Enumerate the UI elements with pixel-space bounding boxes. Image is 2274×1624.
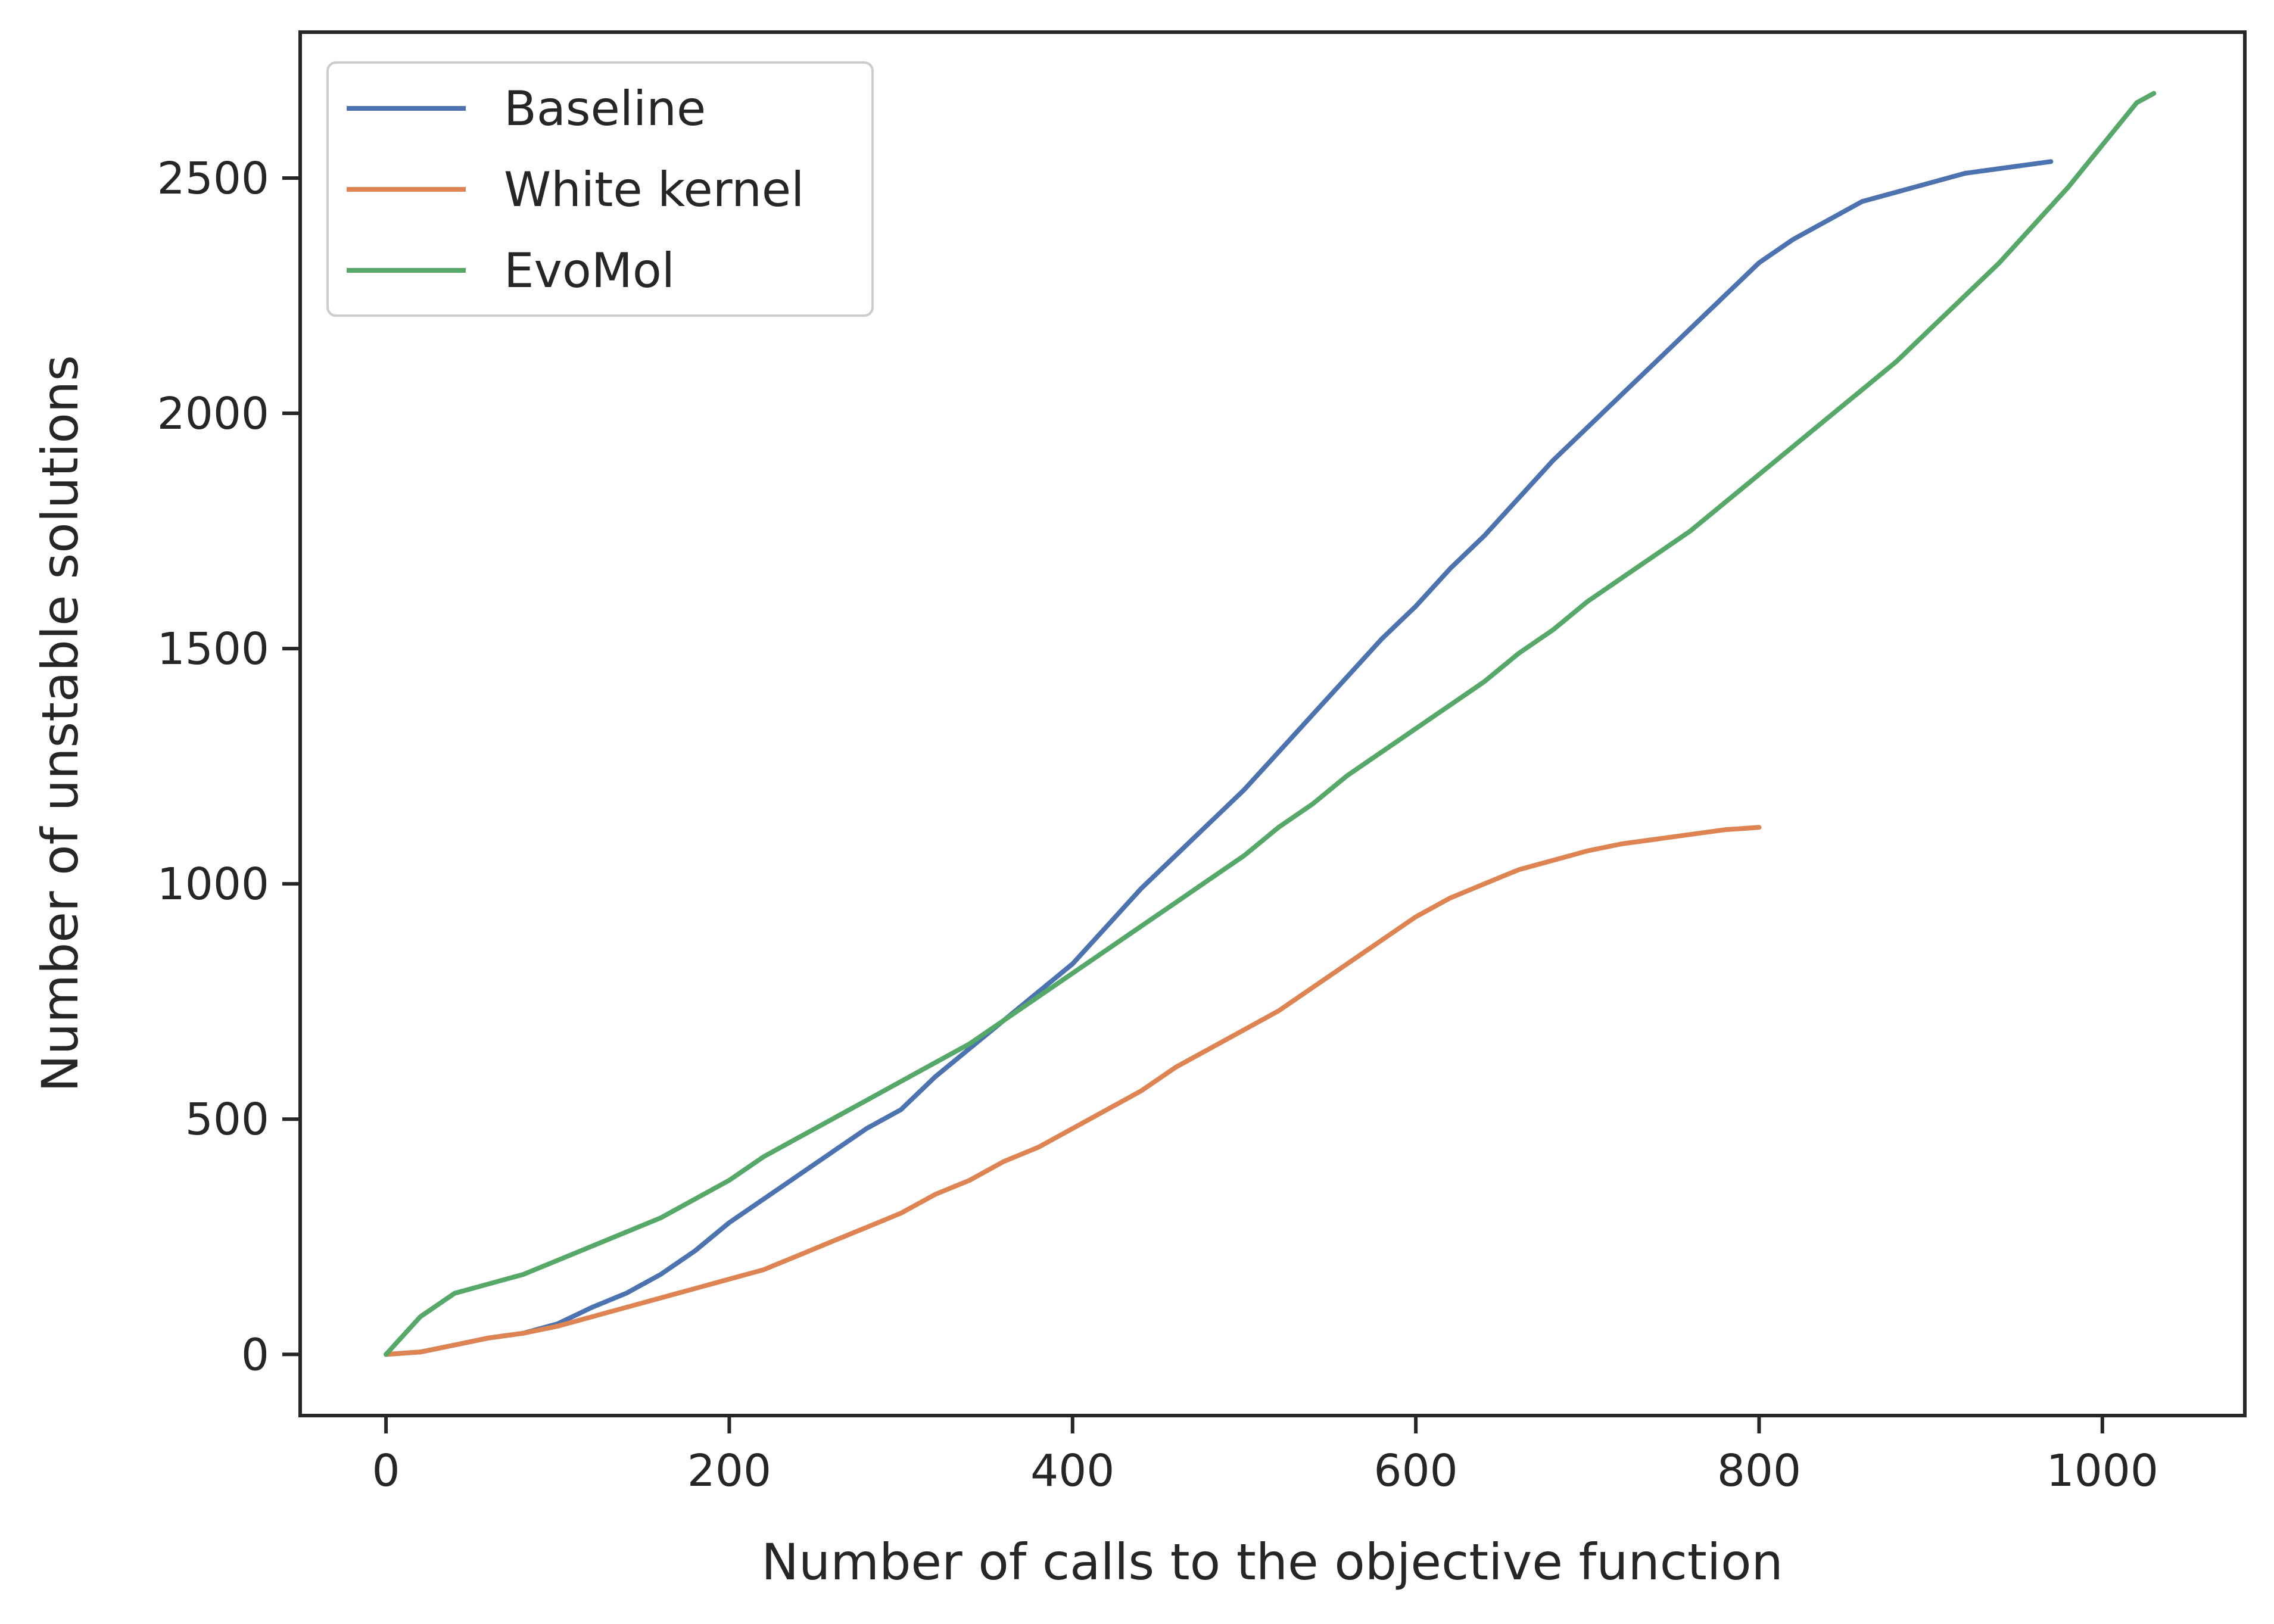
x-tick-label: 1000 (2046, 1445, 2158, 1497)
x-tick-label: 400 (1030, 1445, 1114, 1497)
x-tick-label: 0 (372, 1445, 400, 1497)
y-tick-label: 1500 (157, 624, 269, 675)
y-tick-label: 2000 (157, 388, 269, 439)
y-tick-label: 500 (185, 1094, 269, 1145)
x-axis-label: Number of calls to the objective functio… (761, 1533, 1783, 1591)
legend-label: White kernel (504, 162, 804, 217)
x-tick-label: 600 (1373, 1445, 1457, 1497)
legend-label: Baseline (504, 81, 706, 136)
x-tick-label: 200 (687, 1445, 771, 1497)
legend-label: EvoMol (504, 243, 675, 298)
x-axis: 0 200 400 600 800 1000 (372, 1416, 2158, 1497)
y-axis-label: Number of unstable solutions (31, 355, 89, 1092)
y-tick-label: 1000 (157, 859, 269, 910)
plot-frame (298, 30, 2247, 1417)
y-tick-label: 0 (241, 1329, 269, 1380)
y-axis: 0 500 1000 1500 2000 2500 (157, 153, 300, 1380)
x-tick-label: 800 (1717, 1445, 1801, 1497)
legend: Baseline White kernel EvoMol (326, 61, 874, 317)
series-line-white-kernel (384, 825, 1762, 1357)
series-line-evomol (384, 91, 2157, 1357)
series-line-baseline (384, 159, 2054, 1357)
legend-box (326, 61, 874, 317)
y-tick-label: 2500 (157, 153, 269, 204)
series-layer (384, 91, 2157, 1357)
